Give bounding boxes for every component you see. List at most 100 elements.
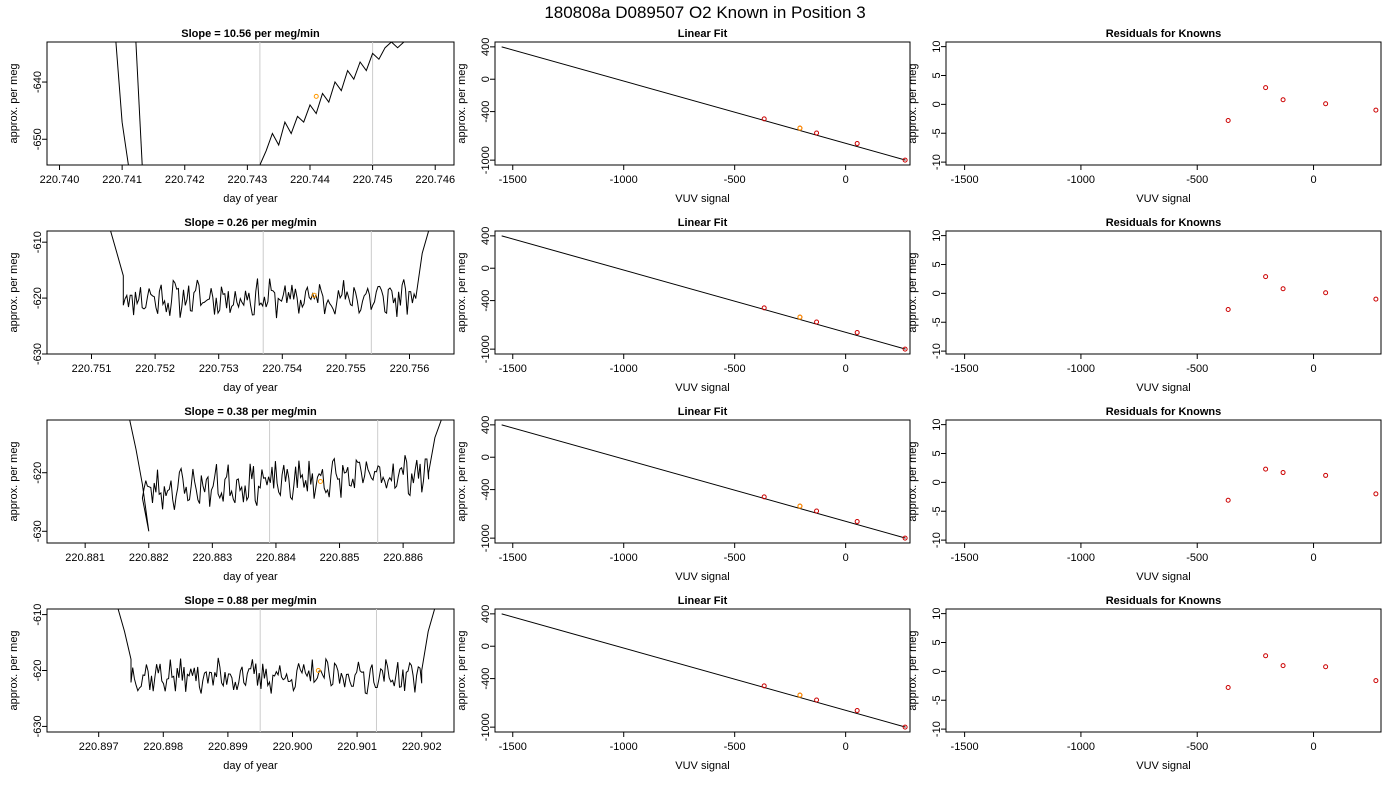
trace-r1-title: Slope = 0.26 per meg/min [184, 217, 317, 229]
resid-r2-xtick-label: 0 [1310, 552, 1316, 564]
fit-r1-y-axis-label: approx. per meg [456, 252, 468, 332]
fit-r0-ytick-label: 0 [480, 76, 492, 82]
fit-r2-plot-area [501, 424, 908, 541]
fit-r3-fit-line [501, 613, 906, 728]
fit-r1-fit-line [501, 235, 906, 350]
resid-r1-residual-point [1225, 307, 1231, 313]
trace-r2-panel: Slope = 0.38 per meg/min 220.881 220.882 22… [8, 406, 455, 583]
trace-r0-xtick-label: 220.741 [102, 174, 142, 186]
fit-r2-title: Linear Fit [678, 406, 728, 418]
fit-r1-ytick-label: -1000 [480, 335, 492, 363]
fit-r1-xtick-label: -1500 [499, 363, 527, 375]
resid-r3-ytick-label: -5 [931, 695, 943, 705]
resid-r3-xtick-label: -500 [1186, 741, 1208, 753]
fit-r0-known-point [902, 157, 908, 163]
resid-r3-residual-point [1225, 685, 1231, 691]
resid-r0-xtick-label: 0 [1310, 174, 1316, 186]
fit-r0-title: Linear Fit [678, 28, 728, 40]
trace-r2-sample-marker [317, 479, 323, 484]
fit-r2-known-point [814, 508, 820, 514]
trace-r0-xtick-label: 220.743 [227, 174, 267, 186]
fit-r1-plot-area [501, 235, 908, 352]
fit-r1-known-point [854, 330, 860, 336]
resid-r2-xtick-label: -1000 [1067, 552, 1095, 564]
trace-r0-trace-line [135, 42, 143, 165]
fit-r2-sample-point [797, 503, 803, 509]
fit-r2-plot-frame [494, 419, 911, 544]
trace-r0-plot-area [115, 42, 405, 165]
resid-r3-ytick-label: 5 [931, 639, 943, 645]
resid-r3-residual-point [1373, 678, 1379, 684]
trace-r1-y-axis-label: approx. per meg [8, 252, 20, 332]
fit-r2-fit-line [501, 424, 906, 539]
resid-r0-residual-point [1263, 85, 1269, 91]
fit-r1-panel: Linear Fit -1500 -1000 -500 0 400 0 -400 -1000 VU… [456, 217, 911, 394]
resid-r3-title: Residuals for Knowns [1106, 595, 1222, 607]
fit-r3-xtick-label: 0 [843, 741, 849, 753]
trace-r3-panel: Slope = 0.88 per meg/min 220.897 220.898 22… [8, 595, 455, 772]
fit-r3-title: Linear Fit [678, 595, 728, 607]
fit-r3-known-point [902, 724, 908, 730]
trace-r1-xtick-label: 220.754 [262, 363, 302, 375]
trace-r2-ytick-label: -630 [32, 520, 44, 542]
resid-r1-xtick-label: 0 [1310, 363, 1316, 375]
trace-r3-xtick-label: 220.899 [208, 741, 248, 753]
trace-r0-x-axis-label: day of year [223, 193, 278, 205]
resid-r1-x-axis-label: VUV signal [1136, 382, 1190, 394]
fit-r2-ytick-label: 400 [480, 416, 492, 434]
fit-r3-xtick-label: -1000 [610, 741, 638, 753]
fit-r1-x-axis-label: VUV signal [675, 382, 729, 394]
resid-r2-ytick-label: -5 [931, 506, 943, 516]
resid-r3-xtick-label: -1000 [1067, 741, 1095, 753]
trace-r0-xtick-label: 220.742 [165, 174, 205, 186]
figure-title: 180808a D089507 O2 Known in Position 3 [544, 3, 865, 22]
resid-r0-ytick-label: -10 [931, 154, 943, 170]
fit-r3-panel: Linear Fit -1500 -1000 -500 0 400 0 -400 -1000 VU… [456, 595, 911, 772]
resid-r1-ytick-label: -10 [931, 343, 943, 359]
fit-r3-known-point [761, 683, 767, 689]
fit-r1-ytick-label: -400 [480, 290, 492, 312]
fit-r2-panel: Linear Fit -1500 -1000 -500 0 400 0 -400 -1000 VU… [456, 406, 911, 583]
fit-r1-ytick-label: 400 [480, 227, 492, 245]
resid-r3-xtick-label: -1500 [951, 741, 979, 753]
resid-r2-ytick-label: -10 [931, 532, 943, 548]
fit-r0-sample-point [797, 125, 803, 131]
trace-r2-ytick-label: -620 [32, 462, 44, 484]
resid-r3-plot-frame [945, 608, 1382, 733]
fit-r0-known-point [814, 130, 820, 136]
resid-r3-residual-point [1323, 664, 1329, 670]
fit-r3-x-axis-label: VUV signal [675, 760, 729, 772]
trace-r0-ytick-label: -650 [32, 128, 44, 150]
fit-r3-xtick-label: -1500 [499, 741, 527, 753]
resid-r1-ytick-label: -5 [931, 317, 943, 327]
resid-r2-plot-area [1225, 466, 1379, 503]
resid-r0-plot-area [1225, 85, 1379, 124]
trace-r2-x-axis-label: day of year [223, 571, 278, 583]
resid-r2-x-axis-label: VUV signal [1136, 571, 1190, 583]
trace-r2-xtick-label: 220.886 [383, 552, 423, 564]
fit-r0-panel: Linear Fit -1500 -1000 -500 0 400 0 -400 -1000 VU… [456, 28, 911, 205]
resid-r1-xtick-label: -500 [1186, 363, 1208, 375]
fit-r3-ytick-label: 0 [480, 643, 492, 649]
fit-r0-ytick-label: 400 [480, 38, 492, 56]
fit-r3-ytick-label: -1000 [480, 713, 492, 741]
trace-r2-trace-line [129, 420, 442, 532]
fit-r1-xtick-label: 0 [843, 363, 849, 375]
fit-r2-ytick-label: 0 [480, 454, 492, 460]
resid-r1-residual-point [1323, 290, 1329, 296]
resid-r2-ytick-label: 5 [931, 450, 943, 456]
fit-r3-plot-frame [494, 608, 911, 733]
trace-r1-plot-frame [46, 230, 455, 355]
fit-r2-ytick-label: -400 [480, 479, 492, 501]
trace-r2-xtick-label: 220.883 [192, 552, 232, 564]
fit-r0-fit-line [501, 46, 906, 161]
fit-r0-known-point [761, 116, 767, 122]
trace-r3-ytick-label: -630 [32, 715, 44, 737]
fit-r0-plot-area [501, 46, 908, 163]
fit-r3-known-point [854, 708, 860, 714]
resid-r3-ytick-label: 0 [931, 668, 943, 674]
resid-r3-ytick-label: -10 [931, 721, 943, 737]
resid-r3-plot-area [1225, 653, 1379, 691]
resid-r1-xtick-label: -1500 [951, 363, 979, 375]
resid-r1-ytick-label: 5 [931, 261, 943, 267]
